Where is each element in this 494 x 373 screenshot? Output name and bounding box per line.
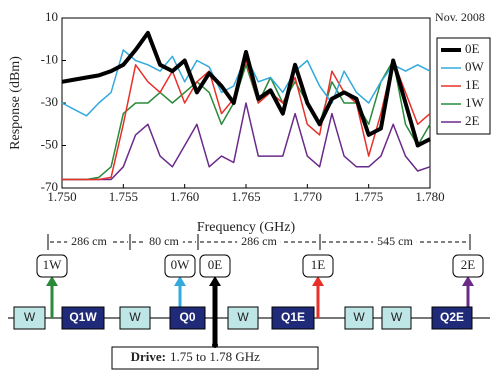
component-box (431, 306, 473, 330)
x-tick-label: 1.770 (293, 189, 322, 204)
component-label: Q0 (179, 310, 195, 324)
y-tick-label: -70 (41, 179, 58, 194)
component-box (227, 306, 259, 330)
antenna-label: 0W (171, 257, 191, 272)
legend-label: 1E (465, 77, 480, 92)
component-box (169, 306, 206, 330)
dimension-label-bg (145, 234, 183, 250)
drive-label: Drive: (131, 349, 166, 364)
antenna-box (199, 254, 231, 278)
antenna-box (36, 254, 68, 278)
arrow-head (209, 276, 221, 286)
component-label: W (391, 310, 403, 324)
arrow-head (46, 276, 58, 286)
legend-label: 1W (465, 95, 485, 110)
component-box (13, 306, 46, 330)
arrow-head (174, 276, 186, 286)
arrow-head (312, 276, 324, 286)
antenna-label: 1E (311, 257, 326, 272)
y-tick-label: -30 (41, 94, 58, 109)
dimension-label-bg (67, 234, 111, 250)
component-label: W (237, 310, 249, 324)
component-box (381, 306, 412, 330)
x-tick-label: 1.780 (415, 189, 444, 204)
series-line (62, 102, 431, 181)
component-label: W (129, 310, 141, 324)
component-label: Q2E (440, 310, 464, 324)
antenna-box (302, 254, 334, 278)
x-tick-label: 1.775 (354, 189, 383, 204)
y-axis-label: Response (dBm) (8, 56, 23, 150)
legend-label: 0W (465, 59, 485, 74)
x-tick-label: 1.755 (109, 189, 138, 204)
y-tick-label: -10 (41, 51, 58, 66)
y-tick-label: 10 (45, 9, 58, 24)
antenna-box (164, 254, 196, 278)
dimension-label-bg (373, 234, 417, 250)
component-label: W (353, 310, 365, 324)
series-line (61, 30, 431, 148)
arrow-head (462, 276, 474, 286)
x-tick-label: 1.750 (47, 189, 76, 204)
drive-range: 1.75 to 1.78 GHz (170, 349, 260, 364)
component-box (61, 306, 105, 330)
component-label: Q1E (281, 310, 305, 324)
dimension-label: 80 cm (149, 234, 179, 248)
component-label: W (24, 310, 36, 324)
component-box (119, 306, 151, 330)
legend-label: 2E (465, 113, 480, 128)
dimension-label: 545 cm (377, 234, 413, 248)
x-tick-label: 1.765 (231, 189, 260, 204)
legend-label: 0E (465, 41, 480, 56)
drive-dot (212, 342, 218, 348)
antenna-label: 0E (208, 257, 223, 272)
series-line (62, 59, 431, 181)
annotation: Nov. 2008 (435, 10, 485, 24)
component-box (344, 306, 374, 330)
dimension-label: 286 cm (241, 234, 277, 248)
antenna-label: 1W (43, 257, 63, 272)
dimension-label-bg (237, 234, 281, 250)
y-tick-label: -50 (41, 136, 58, 151)
antenna-box (452, 254, 484, 278)
antenna-label: 2E (461, 257, 476, 272)
dimension-label: 286 cm (71, 234, 107, 248)
component-label: Q1W (69, 310, 97, 324)
x-axis-label: Frequency (GHz) (197, 220, 296, 235)
x-tick-label: 1.760 (170, 189, 199, 204)
component-box (271, 306, 315, 330)
